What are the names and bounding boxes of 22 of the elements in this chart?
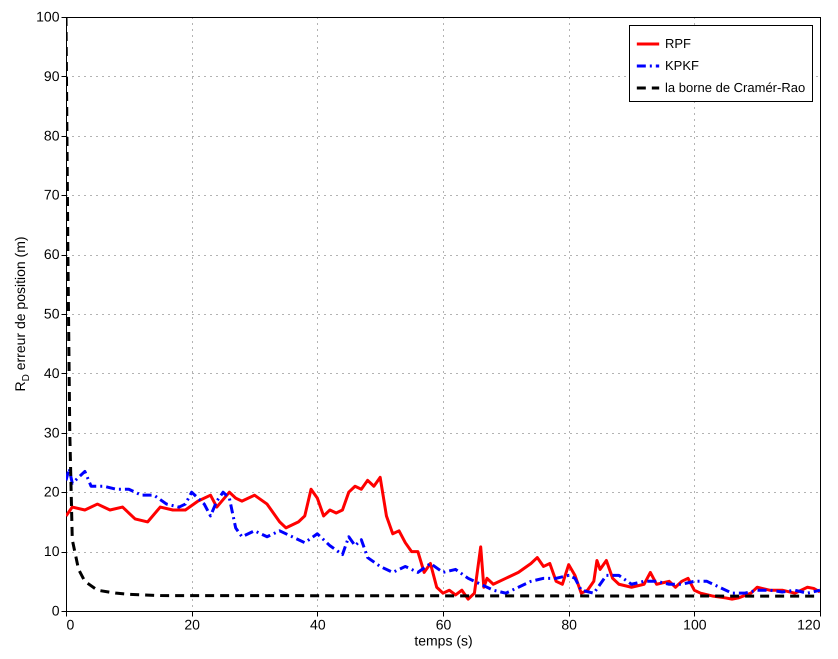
legend-label: la borne de Cramér-Rao (665, 80, 806, 95)
y-tick-label: 100 (36, 8, 60, 24)
x-tick-label: 60 (436, 616, 452, 632)
y-tick-label: 40 (44, 364, 60, 381)
y-tick-label: 60 (44, 246, 60, 262)
y-tick-label: 80 (44, 127, 60, 144)
y-tick-label: 90 (44, 68, 60, 84)
y-tick-label: 10 (44, 543, 60, 560)
legend-label: RPF (665, 36, 692, 51)
x-tick-label: 80 (561, 616, 578, 632)
y-tick-label: 0 (52, 602, 60, 618)
y-tick-label: 30 (44, 424, 60, 440)
x-tick-label: 0 (66, 616, 74, 632)
x-tick-label: 40 (310, 616, 326, 632)
legend-label: KPKF (665, 58, 700, 73)
x-tick-label: 100 (683, 616, 707, 632)
y-tick-label: 50 (44, 306, 60, 322)
y-tick-label: 70 (44, 186, 60, 203)
x-axis-title: temps (s) (414, 632, 473, 648)
x-tick-label: 120 (797, 616, 821, 632)
x-tick-label: 20 (184, 616, 200, 632)
y-tick-label: 20 (44, 484, 60, 500)
